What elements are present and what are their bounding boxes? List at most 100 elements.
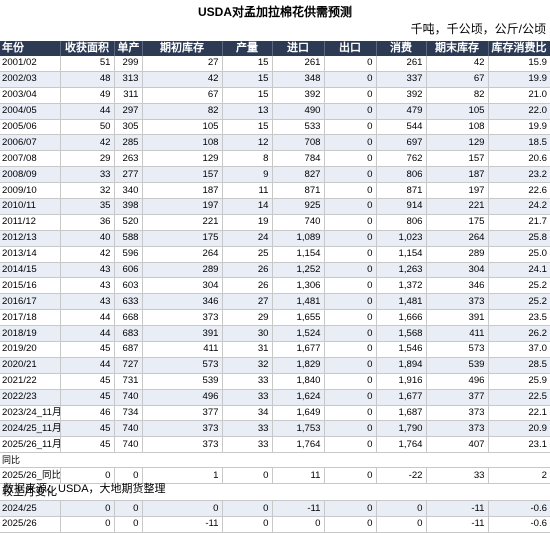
value-cell: 22.5 <box>488 389 550 406</box>
value-cell: 1,089 <box>272 230 325 247</box>
table-row: 2025/26_11月 45 740 373 33 1,764 0 1,764 407 23.1 <box>0 436 550 454</box>
value-cell: 221 <box>142 214 223 231</box>
value-cell: 373 <box>142 309 223 327</box>
value-cell: 0 <box>324 103 377 120</box>
row-label-cell: 2020/21 <box>0 357 61 374</box>
value-cell: 105 <box>142 119 223 136</box>
value-cell: 496 <box>426 373 489 390</box>
value-cell: 573 <box>142 357 223 374</box>
row-label-cell: 2008/09 <box>0 166 61 184</box>
value-cell: 24.2 <box>488 198 550 215</box>
row-label-cell: 2025/26 <box>0 516 61 533</box>
value-cell: 0 <box>114 516 143 533</box>
value-cell: 346 <box>142 293 223 311</box>
value-cell: 297 <box>114 103 143 120</box>
value-cell: 18.5 <box>488 134 550 152</box>
value-cell: 1,481 <box>376 293 427 311</box>
value-cell: 0 <box>324 150 377 168</box>
value-cell: 15 <box>222 87 273 104</box>
value-cell: 0 <box>324 293 377 311</box>
value-cell: 19.9 <box>488 119 550 136</box>
value-cell: 633 <box>114 293 143 311</box>
value-cell: 263 <box>114 150 143 168</box>
value-cell: 44 <box>60 325 115 343</box>
column-header: 单产 <box>114 41 143 56</box>
value-cell: 82 <box>142 103 223 120</box>
value-cell: 49 <box>60 87 115 104</box>
value-cell: 299 <box>114 56 143 72</box>
value-cell: 0 <box>324 182 377 200</box>
value-cell: 22.1 <box>488 405 550 422</box>
value-cell: 533 <box>272 119 325 136</box>
value-cell: 0 <box>324 516 377 533</box>
table-row: 2015/16 43 603 304 26 1,306 0 1,372 346 25.2 <box>0 277 550 295</box>
value-cell: 1,624 <box>272 389 325 406</box>
row-label-cell: 2025/26_同比 <box>0 467 61 485</box>
value-cell: 1,154 <box>272 246 325 263</box>
row-label-cell: 2015/16 <box>0 277 61 295</box>
value-cell: 24.1 <box>488 262 550 279</box>
value-cell: 277 <box>114 166 143 184</box>
value-cell: 377 <box>142 405 223 422</box>
value-cell: 0 <box>324 119 377 136</box>
value-cell: 197 <box>426 182 489 200</box>
row-label-cell: 2006/07 <box>0 134 61 152</box>
value-cell: 683 <box>114 325 143 343</box>
value-cell: 28.5 <box>488 357 550 374</box>
value-cell: 221 <box>426 198 489 215</box>
value-cell: 708 <box>272 134 325 152</box>
value-cell: 0 <box>324 357 377 374</box>
value-cell: 51 <box>60 56 115 72</box>
table-title: USDA对孟加拉棉花供需预测 <box>197 5 352 19</box>
value-cell: 539 <box>426 357 489 374</box>
value-cell: 289 <box>142 262 223 279</box>
value-cell: 596 <box>114 246 143 263</box>
table-row: 2006/07 42 285 108 12 708 0 697 129 18.5 <box>0 134 550 152</box>
value-cell: 129 <box>426 134 489 152</box>
value-cell: 1,306 <box>272 277 325 295</box>
value-cell: 0 <box>60 500 115 518</box>
value-cell: 806 <box>376 214 427 231</box>
value-cell: 25.8 <box>488 230 550 247</box>
row-label-cell: 2019/20 <box>0 341 61 358</box>
value-cell: -11 <box>272 500 325 518</box>
value-cell: 377 <box>426 389 489 406</box>
table-row: 2008/09 33 277 157 9 827 0 806 187 23.2 <box>0 166 550 184</box>
table-row: 2025/26_同比 0 0 1 0 11 0 -22 33 2 <box>0 467 550 485</box>
row-label-cell: 2011/12 <box>0 214 61 231</box>
column-header: 库存消费比 <box>488 41 550 56</box>
value-cell: 0 <box>324 467 377 485</box>
units-note-1: 千吨，千公顷，公斤/公顷 <box>410 22 546 36</box>
value-cell: 0 <box>114 500 143 518</box>
column-header: 收获面积 <box>60 41 115 56</box>
spreadsheet: USDA对孟加拉棉花供需预测 千吨，千公顷，公斤/公顷 年份 收获面积 单产 期初库存… <box>0 5 550 533</box>
value-cell: 108 <box>426 119 489 136</box>
value-cell: 37.0 <box>488 341 550 358</box>
value-cell: 33 <box>60 166 115 184</box>
value-cell: 740 <box>272 214 325 231</box>
value-cell: 26 <box>222 277 273 295</box>
value-cell: 0 <box>324 500 377 518</box>
value-cell: 8 <box>222 150 273 168</box>
value-cell: 45 <box>60 436 115 454</box>
value-cell: 871 <box>272 182 325 200</box>
value-cell: 0 <box>142 500 223 518</box>
value-cell: 23.2 <box>488 166 550 184</box>
value-cell: 0 <box>222 500 273 518</box>
value-cell: 42 <box>426 56 489 72</box>
value-cell: 36 <box>60 214 115 231</box>
value-cell: 734 <box>114 405 143 422</box>
table-row: 2018/19 44 683 391 30 1,524 0 1,568 411 26.2 <box>0 325 550 343</box>
value-cell: 305 <box>114 119 143 136</box>
value-cell: 392 <box>272 87 325 104</box>
value-cell: 914 <box>376 198 427 215</box>
value-cell: 407 <box>426 436 489 454</box>
value-cell: 0 <box>376 500 427 518</box>
row-label-cell: 2016/17 <box>0 293 61 311</box>
row-label-cell: 2013/14 <box>0 246 61 263</box>
value-cell: 1,263 <box>376 262 427 279</box>
row-label-cell: 2009/10 <box>0 182 61 200</box>
value-cell: 26 <box>222 262 273 279</box>
value-cell: 496 <box>142 389 223 406</box>
value-cell: 346 <box>426 277 489 295</box>
